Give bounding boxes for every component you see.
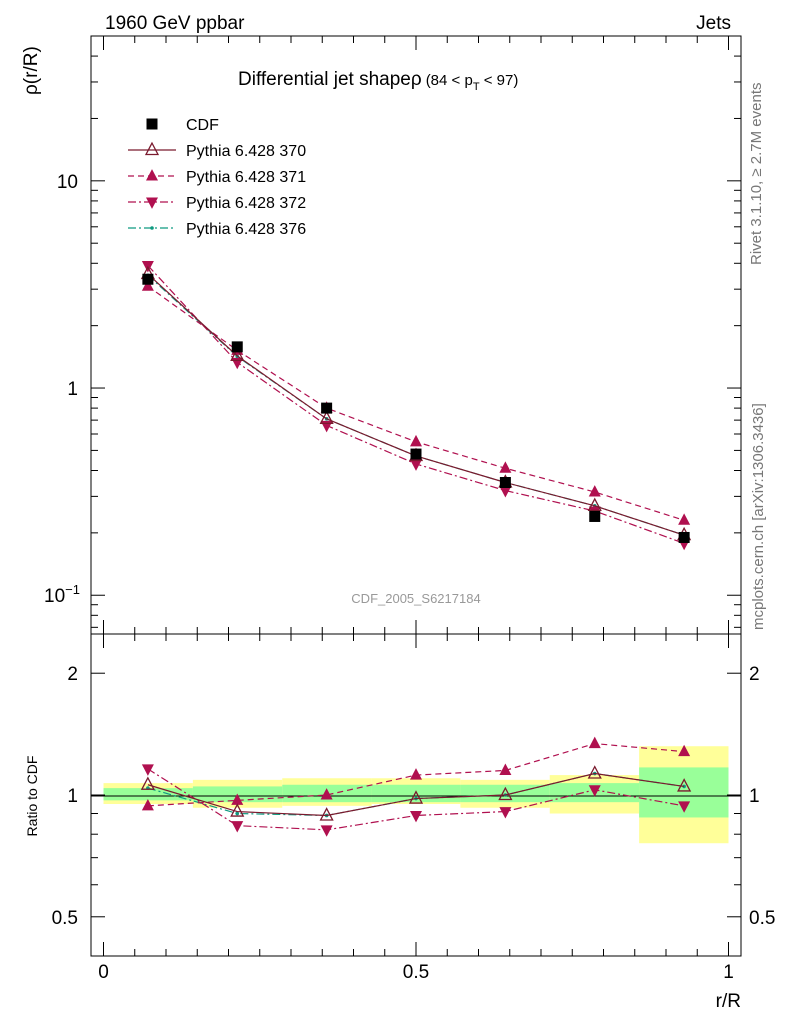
ratio-ytick-label-right: 1	[749, 786, 760, 807]
main-title-range-end: < 97)	[480, 72, 519, 89]
ratio-ylabel: Ratio to CDF	[24, 756, 40, 837]
ratio-data-point	[141, 798, 154, 811]
rivet-label: Rivet 3.1.10, ≥ 2.7M events	[748, 83, 765, 266]
legend-marker	[146, 118, 158, 130]
legend-label: Pythia 6.428 370	[186, 143, 306, 160]
main-ytick-label: 10−1	[44, 582, 80, 607]
header-right: Jets	[696, 13, 731, 34]
ratio-uncertainty-bands	[103, 746, 729, 844]
ratio-data-point	[231, 821, 244, 833]
main-series-line	[147, 274, 685, 536]
analysis-watermark: CDF_2005_S6217184	[351, 591, 480, 606]
ratio-data-point	[235, 811, 240, 816]
header-left: 1960 GeV ppbar	[105, 13, 245, 34]
main-data-marks	[140, 261, 692, 551]
ratio-data-point	[678, 744, 691, 757]
main-series-line	[147, 265, 685, 544]
main-data-point	[499, 477, 511, 489]
ratio-data-point	[140, 776, 155, 790]
main-data-point	[588, 485, 601, 497]
ratio-ytick-label-left: 2	[67, 664, 78, 685]
ratio-ytick-label-right: 2	[749, 664, 760, 685]
main-data-point	[321, 402, 333, 414]
ratio-xlabel: r/R	[716, 991, 741, 1012]
main-data-point	[319, 410, 334, 425]
ratio-data-marks	[140, 736, 692, 837]
main-series-line	[147, 273, 685, 536]
main-ytick-label: 1	[67, 379, 78, 400]
legend-label: Pythia 6.428 376	[186, 221, 306, 238]
main-title-text: Differential jet shapeρ	[238, 69, 422, 90]
ratio-ytick-label-right: 0.5	[749, 908, 775, 929]
ratio-data-point	[408, 790, 424, 804]
mcplots-label: mcplots.cern.ch [arXiv:1306.3436]	[750, 403, 767, 630]
ratio-xtick-label: 0	[98, 962, 109, 983]
main-data-point	[231, 341, 243, 353]
ratio-data-point	[677, 778, 692, 792]
main-data-point	[587, 497, 602, 512]
ratio-data-point	[141, 764, 154, 776]
legend-marker	[150, 226, 154, 230]
ratio-data-point	[410, 810, 422, 823]
ratio-axis-ticks: 0.5 0.5 1 1 2 2 0 0.5 1	[52, 634, 775, 983]
ratio-data-point	[587, 765, 602, 779]
main-data-point	[678, 531, 690, 543]
ratio-data-point	[319, 807, 334, 821]
legend-label: Pythia 6.428 372	[186, 195, 306, 212]
main-data-point	[499, 461, 512, 473]
ratio-data-point	[231, 793, 244, 805]
ratio-data-point	[588, 736, 601, 749]
legend-label: CDF	[186, 117, 219, 134]
ratio-data-point	[678, 801, 691, 813]
legend-marker	[146, 169, 158, 181]
ratio-frame	[90, 633, 742, 957]
ratio-data-point	[498, 786, 513, 801]
legend-marker	[144, 141, 160, 156]
ratio-data-point	[230, 803, 245, 817]
main-ytick-label: 10	[57, 172, 78, 193]
ratio-data-point	[499, 807, 512, 819]
main-title: Differential jet shapeρ (84 < pT < 97)	[238, 69, 518, 93]
main-data-point	[410, 434, 422, 447]
ratio-data-point	[410, 768, 422, 780]
legend: CDF Pythia 6.428 370 Pythia 6.428 371 Pythi…	[128, 117, 306, 238]
main-data-point	[410, 448, 422, 460]
main-series-line	[147, 285, 685, 521]
main-data-point	[678, 513, 691, 525]
main-ytick-base: 1	[67, 379, 78, 400]
main-data-point	[142, 273, 154, 285]
main-ylabel: ρ(r/R)	[21, 46, 42, 95]
main-data-point	[589, 510, 601, 522]
main-data-point	[141, 279, 154, 291]
ratio-ytick-label-left: 1	[67, 786, 78, 807]
ratio-data-point	[320, 788, 333, 800]
ratio-data-point	[588, 785, 601, 797]
legend-label: Pythia 6.428 371	[186, 169, 306, 186]
main-data-point	[410, 459, 422, 471]
ratio-xtick-label: 1	[723, 962, 734, 983]
main-ytick-exp: −1	[65, 582, 80, 597]
ratio-plot: 0.5 0.5 1 1 2 2 0 0.5 1 Ratio to CDF r/R	[24, 633, 775, 1012]
main-data-point	[499, 486, 512, 498]
ratio-data-point	[499, 763, 512, 775]
main-data-point	[230, 347, 245, 361]
main-ytick-base: 10	[44, 586, 65, 607]
ratio-xtick-label: 0.5	[403, 962, 429, 983]
ratio-series-line	[147, 772, 685, 817]
main-data-point	[231, 357, 244, 370]
legend-marker	[146, 197, 158, 209]
main-ytick-base: 10	[57, 172, 78, 193]
ratio-ytick-label-left: 0.5	[52, 908, 78, 929]
ratio-data-point	[320, 825, 333, 837]
main-title-range: (84 < p	[426, 72, 473, 89]
main-title-range-sub: T	[473, 81, 480, 93]
